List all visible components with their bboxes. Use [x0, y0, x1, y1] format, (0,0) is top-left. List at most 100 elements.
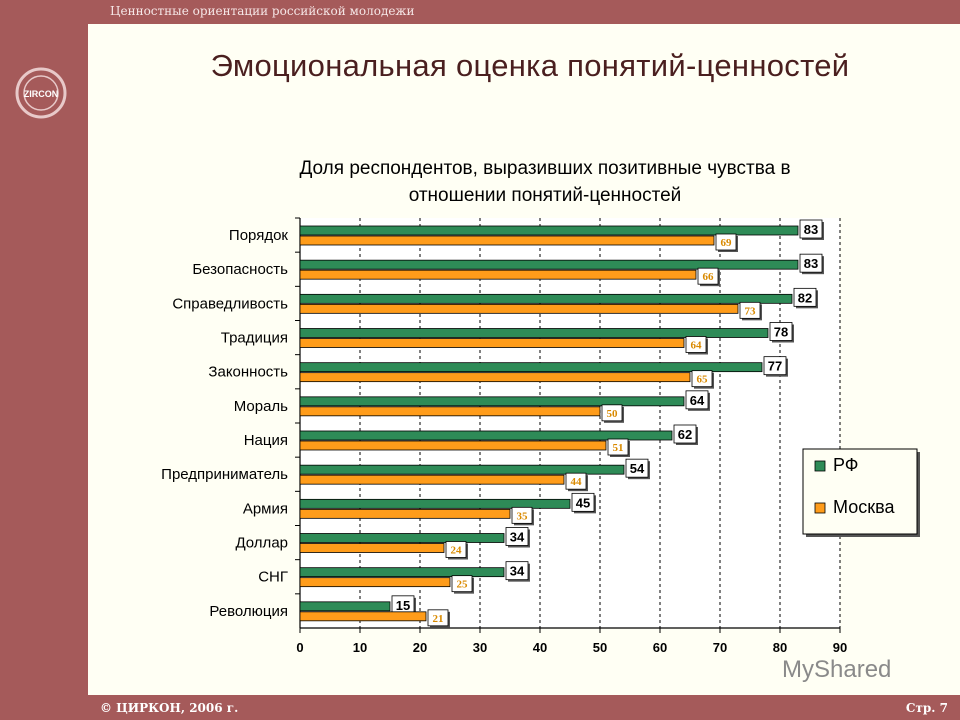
data-label-box [685, 336, 707, 353]
bar-moscow [299, 372, 691, 383]
data-label-moscow: 25 [457, 579, 469, 591]
bottom-band [88, 695, 960, 720]
bar-moscow [299, 338, 685, 348]
data-label-box [505, 527, 529, 546]
data-label-box [685, 390, 709, 410]
data-label-box [565, 472, 587, 490]
bar-rf [299, 567, 505, 578]
watermark-text: MyShared [782, 656, 892, 683]
data-label-rf: 34 [510, 530, 525, 545]
data-label-box [505, 561, 529, 581]
bar-rf [299, 430, 673, 441]
category-label: Законность [208, 364, 288, 381]
data-label-moscow: 44 [571, 476, 583, 488]
category-label: Порядок [229, 227, 289, 244]
bar-moscow [299, 235, 715, 246]
bar-moscow [299, 269, 697, 280]
data-label-moscow: 73 [745, 305, 757, 317]
chart-title-line-1: Доля респондентов, выразивших позитивные… [299, 158, 791, 179]
data-label-moscow: 50 [607, 408, 619, 420]
data-label-box [769, 322, 793, 341]
slide-title: Эмоциональная оценка понятий-ценностей [210, 48, 850, 83]
bar-moscow [299, 440, 607, 451]
data-label-box [715, 233, 737, 251]
data-label-rf: 54 [630, 461, 645, 476]
data-label-box [799, 253, 823, 273]
zircon-logo-icon: ZIRCON [15, 67, 67, 119]
legend-label-rf: РФ [833, 455, 859, 475]
bar-rf [299, 328, 769, 338]
data-label-moscow: 64 [691, 340, 703, 352]
x-tick-label: 10 [353, 640, 367, 655]
data-label-box [673, 424, 697, 444]
bar-rf [299, 293, 793, 304]
data-label-box [763, 356, 787, 376]
bar-moscow [299, 543, 445, 553]
bar-rf [299, 464, 625, 475]
bar-moscow [299, 406, 601, 417]
legend-swatch-moscow [814, 502, 826, 514]
x-tick-label: 30 [473, 640, 487, 655]
data-label-moscow: 69 [721, 237, 733, 249]
footer-copyright: © ЦИРКОН, 2006 г. [100, 701, 239, 715]
data-label-rf: 83 [804, 222, 818, 237]
data-label-rf: 64 [690, 393, 705, 408]
bar-moscow [299, 577, 451, 588]
category-label: Доллар [235, 535, 288, 552]
category-label: СНГ [258, 569, 288, 586]
bar-rf [299, 225, 799, 236]
data-label-moscow: 21 [433, 613, 444, 625]
x-tick-label: 20 [413, 640, 427, 655]
bar-rf [299, 259, 799, 270]
data-label-moscow: 66 [703, 271, 715, 283]
data-label-rf: 83 [804, 256, 818, 271]
bar-moscow [299, 611, 427, 622]
x-tick-label: 70 [713, 640, 727, 655]
data-label-box [697, 267, 719, 285]
left-band [0, 0, 88, 720]
category-label: Мораль [234, 398, 288, 415]
legend-swatch-rf [814, 460, 826, 472]
category-label: Предприниматель [161, 466, 288, 483]
bar-rf [299, 601, 391, 612]
category-label: Армия [243, 500, 288, 517]
data-label-moscow: 51 [613, 442, 624, 454]
x-tick-label: 0 [296, 640, 303, 655]
category-label: Нация [244, 432, 288, 449]
data-label-moscow: 65 [697, 374, 709, 386]
top-band [88, 0, 960, 24]
data-label-box [451, 575, 473, 593]
x-tick-label: 60 [653, 640, 667, 655]
x-tick-label: 40 [533, 640, 547, 655]
bar-moscow [299, 508, 511, 519]
data-label-box [625, 458, 649, 478]
category-label: Безопасность [192, 261, 288, 278]
data-label-rf: 45 [576, 495, 590, 510]
chart-title: Доля респондентов, выразивших позитивные… [220, 155, 870, 209]
data-label-box [445, 541, 467, 558]
bar-rf [299, 396, 685, 407]
logo-text: ZIRCON [24, 89, 59, 99]
legend-label-moscow: Москва [833, 497, 895, 517]
data-label-box [601, 404, 623, 422]
data-label-rf: 82 [798, 290, 812, 305]
x-tick-label: 80 [773, 640, 787, 655]
category-label: Традиция [221, 330, 288, 347]
bar-rf [299, 362, 763, 373]
data-label-box [691, 370, 713, 388]
data-label-rf: 62 [678, 427, 692, 442]
footer-page-number: Стр. 7 [905, 701, 948, 715]
data-label-moscow: 35 [517, 510, 529, 522]
header-text: Ценностные ориентации российской молодеж… [110, 4, 415, 18]
bar-rf [299, 533, 505, 543]
data-label-rf: 15 [396, 598, 410, 613]
data-label-box [427, 609, 449, 627]
plot-area [300, 218, 840, 628]
data-label-box [607, 438, 629, 456]
data-label-box [511, 506, 533, 524]
bar-moscow [299, 474, 565, 485]
data-label-box [739, 301, 761, 319]
data-label-box [571, 492, 595, 512]
chart-title-line-2: отношении понятий-ценностей [408, 185, 682, 206]
